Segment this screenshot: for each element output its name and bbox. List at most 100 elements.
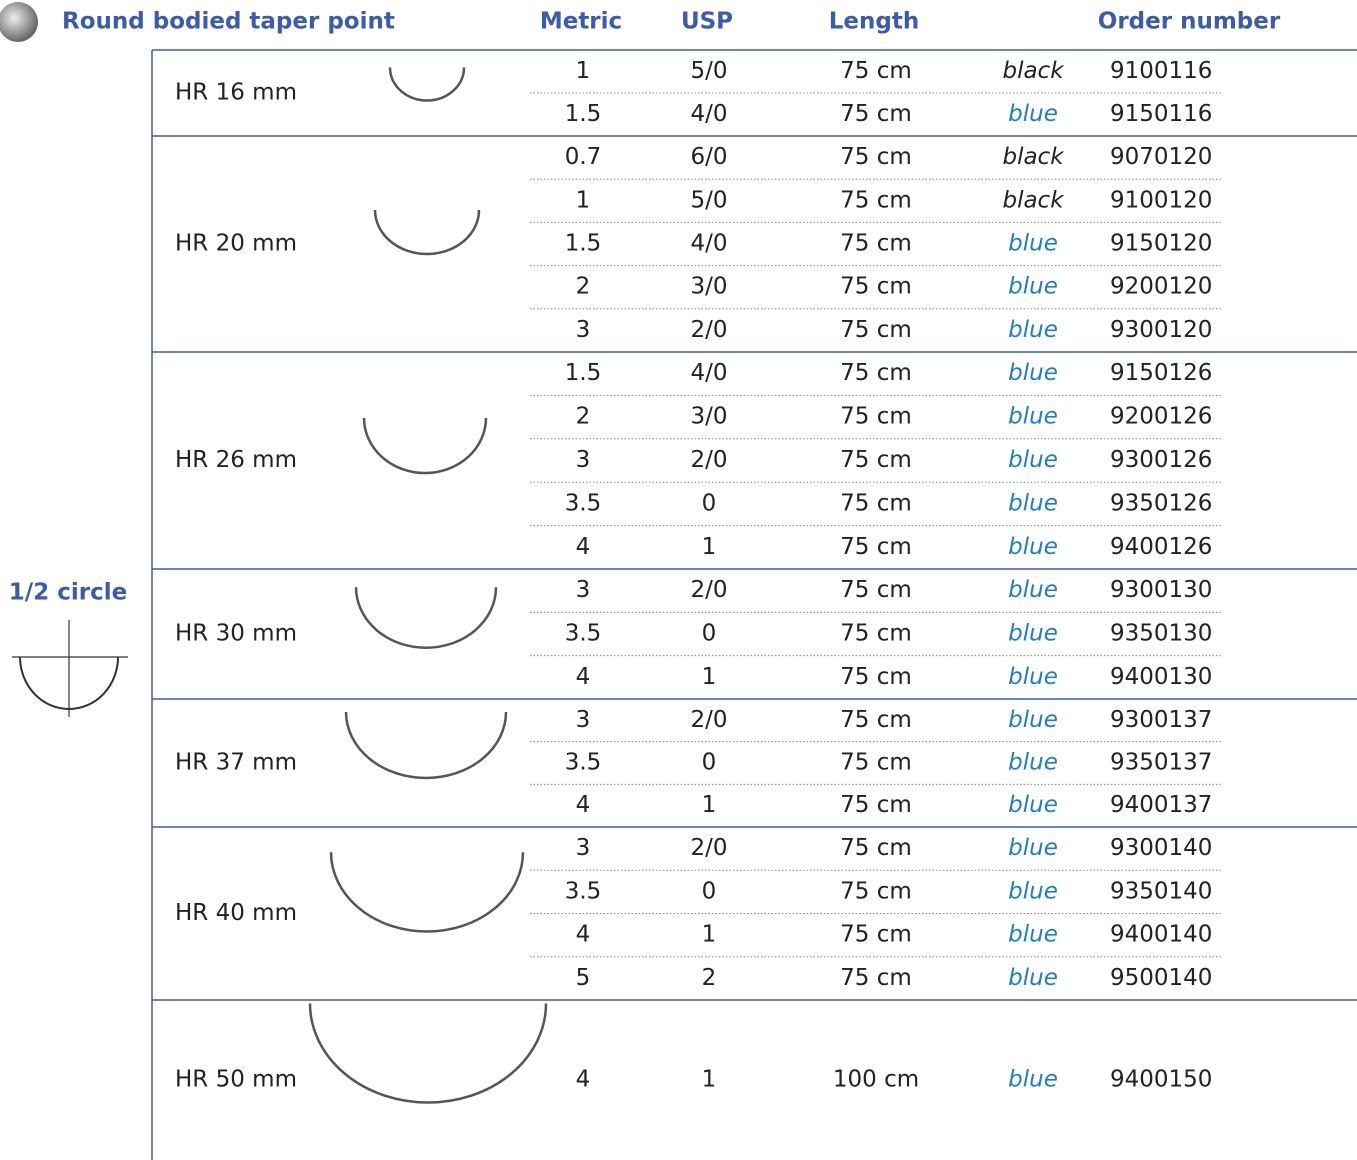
order-number: 9100120 bbox=[1110, 187, 1212, 213]
metric: 2 bbox=[576, 404, 591, 430]
length: 75 cm bbox=[840, 534, 912, 560]
order-number: 9100116 bbox=[1110, 58, 1212, 84]
title: Round bodied taper point bbox=[62, 9, 395, 35]
length: 75 cm bbox=[840, 835, 912, 861]
order-number: 9400140 bbox=[1110, 922, 1212, 948]
order-number: 9300140 bbox=[1110, 835, 1212, 861]
color: blue bbox=[1008, 490, 1058, 516]
metric: 3 bbox=[576, 317, 591, 343]
color: black bbox=[1002, 58, 1065, 84]
metric: 3 bbox=[576, 447, 591, 473]
order-number: 9400126 bbox=[1110, 534, 1212, 560]
needle-image bbox=[310, 1004, 546, 1103]
column-header: USP bbox=[681, 9, 733, 35]
length: 75 cm bbox=[840, 274, 912, 300]
usp: 2/0 bbox=[690, 835, 727, 861]
needle-image bbox=[375, 210, 479, 254]
color: blue bbox=[1008, 835, 1058, 861]
length: 75 cm bbox=[840, 664, 912, 690]
order-number: 9300130 bbox=[1110, 577, 1212, 603]
metric: 3 bbox=[576, 577, 591, 603]
needle-image bbox=[346, 712, 506, 778]
color: blue bbox=[1008, 317, 1058, 343]
color: blue bbox=[1008, 878, 1058, 904]
metric: 1.5 bbox=[565, 101, 602, 127]
length: 75 cm bbox=[840, 101, 912, 127]
color: blue bbox=[1008, 360, 1058, 386]
metric: 3.5 bbox=[565, 621, 602, 647]
color: blue bbox=[1008, 1067, 1058, 1093]
order-number: 9400137 bbox=[1110, 792, 1212, 818]
order-number: 9300120 bbox=[1110, 317, 1212, 343]
color: blue bbox=[1008, 274, 1058, 300]
metric: 1.5 bbox=[565, 231, 602, 257]
usp: 2/0 bbox=[690, 577, 727, 603]
metric: 1 bbox=[576, 187, 591, 213]
needle-name: HR 26 mm bbox=[175, 447, 297, 473]
order-number: 9150116 bbox=[1110, 101, 1212, 127]
metric: 1 bbox=[576, 58, 591, 84]
usp: 0 bbox=[702, 621, 717, 647]
color: blue bbox=[1008, 664, 1058, 690]
length: 75 cm bbox=[840, 187, 912, 213]
metric: 5 bbox=[576, 965, 591, 991]
length: 75 cm bbox=[840, 404, 912, 430]
order-number: 9350140 bbox=[1110, 878, 1212, 904]
side-label: 1/2 circle bbox=[9, 580, 127, 606]
color: blue bbox=[1008, 707, 1058, 733]
usp: 1 bbox=[702, 922, 717, 948]
metric: 4 bbox=[576, 1067, 591, 1093]
column-header: Length bbox=[829, 9, 919, 35]
order-number: 9400150 bbox=[1110, 1067, 1212, 1093]
usp: 2/0 bbox=[690, 447, 727, 473]
usp: 4/0 bbox=[690, 231, 727, 257]
needle-image bbox=[364, 418, 486, 473]
color: blue bbox=[1008, 922, 1058, 948]
usp: 3/0 bbox=[690, 274, 727, 300]
usp: 5/0 bbox=[690, 58, 727, 84]
usp: 5/0 bbox=[690, 187, 727, 213]
color: blue bbox=[1008, 231, 1058, 257]
length: 75 cm bbox=[840, 922, 912, 948]
color: blue bbox=[1008, 792, 1058, 818]
length: 75 cm bbox=[840, 360, 912, 386]
order-number: 9350126 bbox=[1110, 490, 1212, 516]
order-number: 9070120 bbox=[1110, 144, 1212, 170]
column-header: Order number bbox=[1098, 9, 1281, 35]
length: 75 cm bbox=[840, 792, 912, 818]
metric: 4 bbox=[576, 922, 591, 948]
metric: 3.5 bbox=[565, 750, 602, 776]
half-circle-icon bbox=[12, 620, 128, 717]
usp: 2 bbox=[702, 965, 717, 991]
length: 75 cm bbox=[840, 965, 912, 991]
length: 75 cm bbox=[840, 231, 912, 257]
length: 75 cm bbox=[840, 577, 912, 603]
needle-name: HR 20 mm bbox=[175, 231, 297, 257]
length: 75 cm bbox=[840, 317, 912, 343]
length: 75 cm bbox=[840, 447, 912, 473]
needle-image bbox=[356, 587, 496, 648]
usp: 0 bbox=[702, 490, 717, 516]
color: blue bbox=[1008, 447, 1058, 473]
color: black bbox=[1002, 144, 1065, 170]
needle-name: HR 30 mm bbox=[175, 621, 297, 647]
color: blue bbox=[1008, 404, 1058, 430]
color: blue bbox=[1008, 577, 1058, 603]
usp: 2/0 bbox=[690, 707, 727, 733]
order-number: 9400130 bbox=[1110, 664, 1212, 690]
usp: 1 bbox=[702, 534, 717, 560]
usp: 4/0 bbox=[690, 101, 727, 127]
usp: 1 bbox=[702, 1067, 717, 1093]
order-number: 9150126 bbox=[1110, 360, 1212, 386]
usp: 1 bbox=[702, 792, 717, 818]
length: 75 cm bbox=[840, 707, 912, 733]
usp: 6/0 bbox=[690, 144, 727, 170]
length: 75 cm bbox=[840, 621, 912, 647]
metric: 4 bbox=[576, 792, 591, 818]
order-number: 9200120 bbox=[1110, 274, 1212, 300]
metric: 1.5 bbox=[565, 360, 602, 386]
metric: 3.5 bbox=[565, 878, 602, 904]
color: blue bbox=[1008, 750, 1058, 776]
needle-name: HR 50 mm bbox=[175, 1067, 297, 1093]
length: 75 cm bbox=[840, 750, 912, 776]
